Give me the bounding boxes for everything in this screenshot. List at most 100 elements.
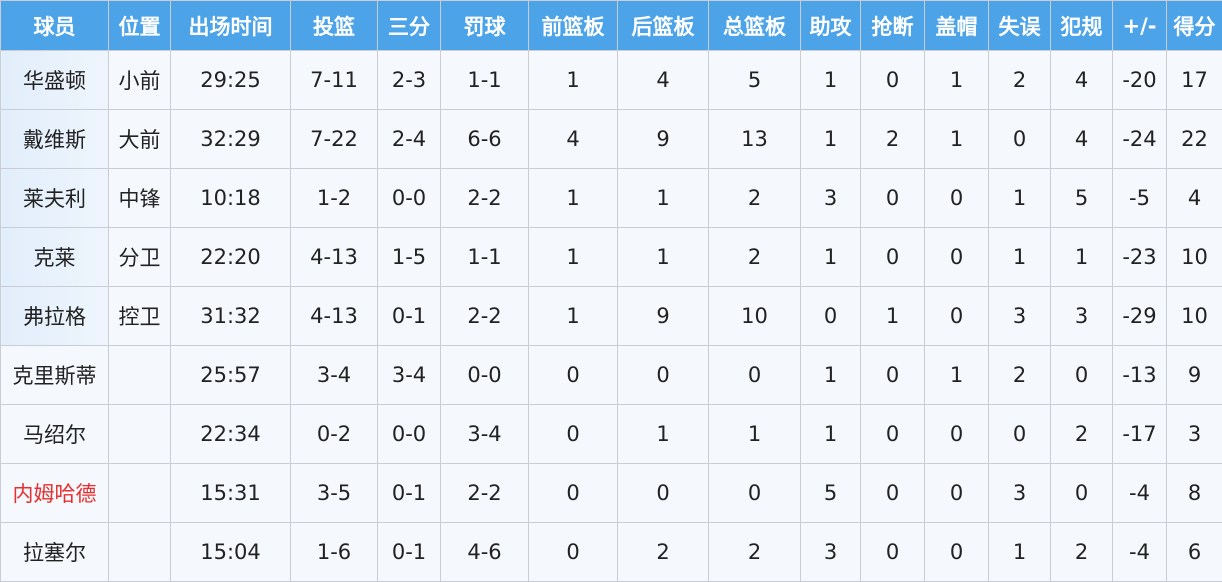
oreb-cell: 1 bbox=[529, 287, 618, 346]
blk-cell: 0 bbox=[925, 405, 989, 464]
position-cell: 分卫 bbox=[109, 228, 171, 287]
dreb-cell: 2 bbox=[618, 523, 709, 582]
pf-cell: 3 bbox=[1051, 287, 1113, 346]
fg-cell: 0-2 bbox=[291, 405, 378, 464]
minutes-cell: 31:32 bbox=[171, 287, 291, 346]
fg-cell: 4-13 bbox=[291, 228, 378, 287]
player-name-cell: 克里斯蒂 bbox=[1, 346, 109, 405]
three-pt-cell: 0-1 bbox=[378, 464, 441, 523]
player-name-cell: 莱夫利 bbox=[1, 169, 109, 228]
plus-minus-cell: -4 bbox=[1113, 523, 1167, 582]
blk-cell: 1 bbox=[925, 51, 989, 110]
tov-cell: 1 bbox=[989, 523, 1051, 582]
column-header-pf: 犯规 bbox=[1051, 1, 1113, 51]
blk-cell: 0 bbox=[925, 169, 989, 228]
reb-cell: 10 bbox=[709, 287, 801, 346]
plus-minus-cell: -4 bbox=[1113, 464, 1167, 523]
three-pt-cell: 0-1 bbox=[378, 287, 441, 346]
pf-cell: 5 bbox=[1051, 169, 1113, 228]
pf-cell: 1 bbox=[1051, 228, 1113, 287]
player-name-cell: 马绍尔 bbox=[1, 405, 109, 464]
blk-cell: 1 bbox=[925, 110, 989, 169]
position-cell: 大前 bbox=[109, 110, 171, 169]
stl-cell: 0 bbox=[861, 346, 925, 405]
reb-cell: 2 bbox=[709, 228, 801, 287]
pts-cell: 10 bbox=[1167, 228, 1222, 287]
player-name-cell: 克莱 bbox=[1, 228, 109, 287]
oreb-cell: 1 bbox=[529, 51, 618, 110]
minutes-cell: 29:25 bbox=[171, 51, 291, 110]
column-header-dreb: 后篮板 bbox=[618, 1, 709, 51]
ast-cell: 3 bbox=[801, 523, 861, 582]
dreb-cell: 4 bbox=[618, 51, 709, 110]
column-header-stl: 抢断 bbox=[861, 1, 925, 51]
plus-minus-cell: -13 bbox=[1113, 346, 1167, 405]
column-header-pts: 得分 bbox=[1167, 1, 1222, 51]
plus-minus-cell: -24 bbox=[1113, 110, 1167, 169]
column-header-ast: 助攻 bbox=[801, 1, 861, 51]
three-pt-cell: 3-4 bbox=[378, 346, 441, 405]
minutes-cell: 32:29 bbox=[171, 110, 291, 169]
pf-cell: 2 bbox=[1051, 523, 1113, 582]
column-header-plus-minus: +/- bbox=[1113, 1, 1167, 51]
player-name-cell: 戴维斯 bbox=[1, 110, 109, 169]
ft-cell: 2-2 bbox=[441, 464, 529, 523]
dreb-cell: 1 bbox=[618, 169, 709, 228]
ft-cell: 6-6 bbox=[441, 110, 529, 169]
position-cell bbox=[109, 346, 171, 405]
fg-cell: 7-22 bbox=[291, 110, 378, 169]
tov-cell: 2 bbox=[989, 51, 1051, 110]
fg-cell: 7-11 bbox=[291, 51, 378, 110]
pf-cell: 2 bbox=[1051, 405, 1113, 464]
minutes-cell: 10:18 bbox=[171, 169, 291, 228]
fg-cell: 4-13 bbox=[291, 287, 378, 346]
oreb-cell: 0 bbox=[529, 523, 618, 582]
pf-cell: 4 bbox=[1051, 51, 1113, 110]
ast-cell: 1 bbox=[801, 405, 861, 464]
column-header-three-pt: 三分 bbox=[378, 1, 441, 51]
ast-cell: 1 bbox=[801, 51, 861, 110]
tov-cell: 0 bbox=[989, 110, 1051, 169]
tov-cell: 3 bbox=[989, 464, 1051, 523]
ast-cell: 5 bbox=[801, 464, 861, 523]
player-name-cell: 内姆哈德 bbox=[1, 464, 109, 523]
pf-cell: 0 bbox=[1051, 464, 1113, 523]
plus-minus-cell: -20 bbox=[1113, 51, 1167, 110]
tov-cell: 1 bbox=[989, 169, 1051, 228]
oreb-cell: 4 bbox=[529, 110, 618, 169]
position-cell: 中锋 bbox=[109, 169, 171, 228]
position-cell bbox=[109, 464, 171, 523]
reb-cell: 1 bbox=[709, 405, 801, 464]
pf-cell: 0 bbox=[1051, 346, 1113, 405]
stl-cell: 0 bbox=[861, 464, 925, 523]
tov-cell: 1 bbox=[989, 228, 1051, 287]
oreb-cell: 0 bbox=[529, 405, 618, 464]
ft-cell: 2-2 bbox=[441, 169, 529, 228]
fg-cell: 1-2 bbox=[291, 169, 378, 228]
fg-cell: 3-5 bbox=[291, 464, 378, 523]
pts-cell: 4 bbox=[1167, 169, 1222, 228]
three-pt-cell: 0-1 bbox=[378, 523, 441, 582]
dreb-cell: 9 bbox=[618, 287, 709, 346]
ft-cell: 2-2 bbox=[441, 287, 529, 346]
pts-cell: 22 bbox=[1167, 110, 1222, 169]
pts-cell: 10 bbox=[1167, 287, 1222, 346]
three-pt-cell: 2-3 bbox=[378, 51, 441, 110]
position-cell: 小前 bbox=[109, 51, 171, 110]
three-pt-cell: 0-0 bbox=[378, 405, 441, 464]
minutes-cell: 15:04 bbox=[171, 523, 291, 582]
header-row: 球员位置出场时间投篮三分罚球前篮板后篮板总篮板助攻抢断盖帽失误犯规+/-得分 bbox=[1, 1, 1222, 51]
minutes-cell: 15:31 bbox=[171, 464, 291, 523]
reb-cell: 2 bbox=[709, 523, 801, 582]
stl-cell: 0 bbox=[861, 51, 925, 110]
column-header-fg: 投篮 bbox=[291, 1, 378, 51]
ft-cell: 3-4 bbox=[441, 405, 529, 464]
minutes-cell: 22:20 bbox=[171, 228, 291, 287]
